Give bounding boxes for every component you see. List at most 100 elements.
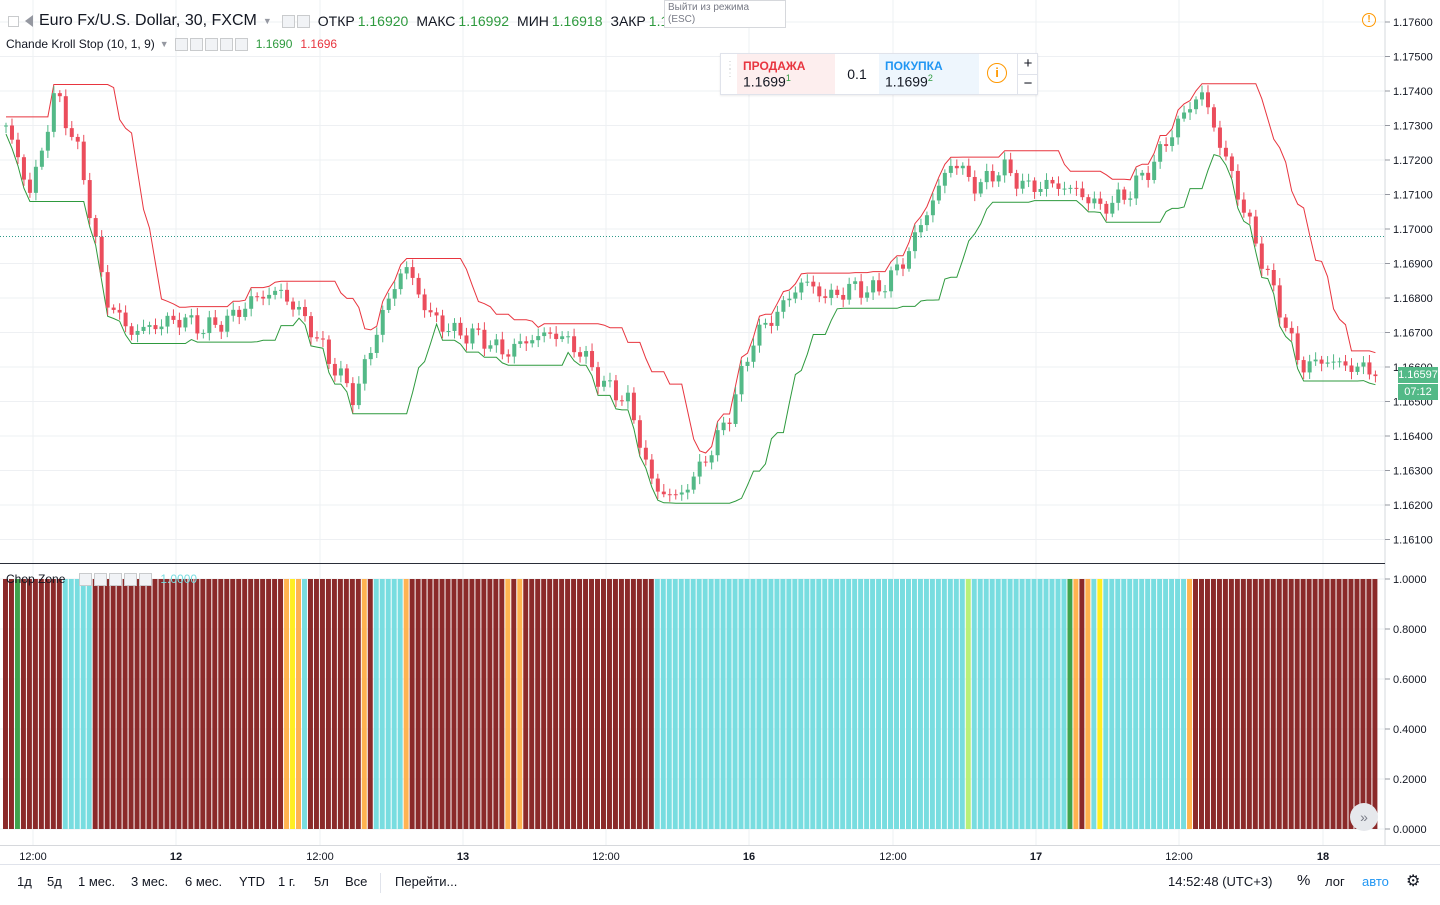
chop-bar [469,579,475,829]
collapse-icon[interactable] [8,15,19,27]
drag-handle-icon[interactable]: ⋮ ⋮ [725,60,735,79]
candle-body [1343,361,1348,366]
eye-icon[interactable] [174,37,188,51]
symbol-title[interactable]: Euro Fx/U.S. Dollar, 30, FXCM [39,12,257,29]
chop-tick-label: 0.8000 [1393,624,1427,636]
info-icon[interactable]: i [987,63,1007,83]
chop-bar [1246,579,1252,829]
scroll-to-realtime-icon[interactable]: » [1350,803,1378,831]
candle-body [1056,183,1061,189]
chop-bar [415,579,421,829]
candle-body [458,322,463,336]
chop-bar [1312,579,1318,829]
range-1d[interactable]: 1д [17,874,32,889]
range-1m[interactable]: 1 мес. [78,874,116,889]
time-tick-label: 12:00 [1165,851,1193,863]
chop-bar [158,579,164,829]
candle-body [793,292,798,299]
auto-toggle[interactable]: авто [1362,874,1389,889]
chop-bar [1055,579,1061,829]
candle-body [733,394,738,424]
chop-bar [684,579,690,829]
log-toggle[interactable]: лог [1325,874,1345,889]
decrease-quantity-button[interactable]: − [1017,74,1038,94]
range-all[interactable]: Все [345,874,368,889]
range-3m[interactable]: 3 мес. [131,874,169,889]
chop-bar [355,579,361,829]
candle-body [1217,127,1222,148]
candle-body [1337,361,1342,363]
chop-tick-label: 0.4000 [1393,724,1427,736]
chop-bar [433,579,439,829]
flag-icon[interactable] [25,15,33,27]
chop-bar [409,579,415,829]
settings-icon[interactable] [189,37,203,51]
gear-icon[interactable]: ⚙ [1406,873,1421,890]
chop-bar [1025,579,1031,829]
chop-bar [92,579,98,829]
buy-button[interactable]: ПОКУПКА 1.16992 [879,54,979,94]
chop-bar [547,579,553,829]
chop-bar [403,579,409,829]
clock[interactable]: 14:52:48 (UTC+3) [1168,874,1273,889]
chevron-down-icon[interactable]: ▼ [159,39,169,49]
candle-body [141,326,146,331]
goto-button[interactable]: Перейти... [395,874,458,889]
chop-bar [571,579,577,829]
range-1y[interactable]: 1 г. [278,874,296,889]
chop-bar [337,579,343,829]
source-icon[interactable] [109,572,123,586]
indicator-name[interactable]: Chande Kroll Stop (10, 1, 9) [6,37,155,51]
chop-bar [1121,579,1127,829]
chop-bar [290,579,296,829]
chop-bar [595,579,600,829]
chevron-down-icon[interactable]: ▼ [262,16,272,26]
source-icon[interactable] [204,37,218,51]
sell-button[interactable]: ПРОДАЖА 1.16991 [737,54,835,94]
candle-body [1110,202,1115,214]
increase-quantity-button[interactable]: + [1017,54,1038,75]
settings-icon[interactable] [94,572,108,586]
candle-body [1026,180,1031,182]
chop-zone-axis[interactable]: 1.0000 0.8000 0.6000 0.4000 0.2000 0.0000 [1385,574,1427,836]
candle-body [548,332,553,334]
chop-bar [1115,579,1121,829]
chande-kroll-stop-lines [5,83,1376,504]
more-icon[interactable] [124,572,138,586]
chop-bar [1204,579,1210,829]
candle-body [1068,187,1073,189]
chop-bar [1342,579,1348,829]
chop-bar [798,579,804,829]
chop-bar [1282,579,1288,829]
chop-zone-name[interactable]: Chop Zone [6,572,66,586]
candle-body [1164,144,1169,147]
close-icon[interactable] [139,572,153,586]
eye-icon[interactable] [281,14,295,28]
candle-body [1205,92,1210,108]
range-5d[interactable]: 5д [47,874,62,889]
percent-toggle[interactable]: % [1297,872,1311,889]
candle-body [1128,198,1133,200]
alert-icon[interactable]: ! [1362,13,1376,27]
settings-icon[interactable] [296,14,310,28]
candle-body [697,461,702,477]
eye-icon[interactable] [79,572,93,586]
time-tick-label: 16 [743,851,755,863]
range-5y[interactable]: 5л [314,874,329,889]
range-6m[interactable]: 6 мес. [185,874,223,889]
chop-bar [487,579,493,829]
close-icon[interactable] [234,37,248,51]
candle-body [901,264,905,269]
more-icon[interactable] [219,37,233,51]
candle-body [1313,359,1318,362]
range-ytd[interactable]: YTD [239,874,265,889]
time-axis[interactable]: 12:00 12 12:00 13 12:00 16 12:00 17 12:00 18 [19,851,1329,863]
low-value: 1.16918 [551,13,603,29]
candle-body [942,172,947,186]
chop-bar [1372,579,1378,829]
price-axis[interactable]: 1.17600 1.17500 1.17400 1.17300 1.17200 1.171… [1385,17,1433,547]
chop-bar [212,579,218,829]
quantity-field[interactable]: 0.1 [847,66,867,82]
